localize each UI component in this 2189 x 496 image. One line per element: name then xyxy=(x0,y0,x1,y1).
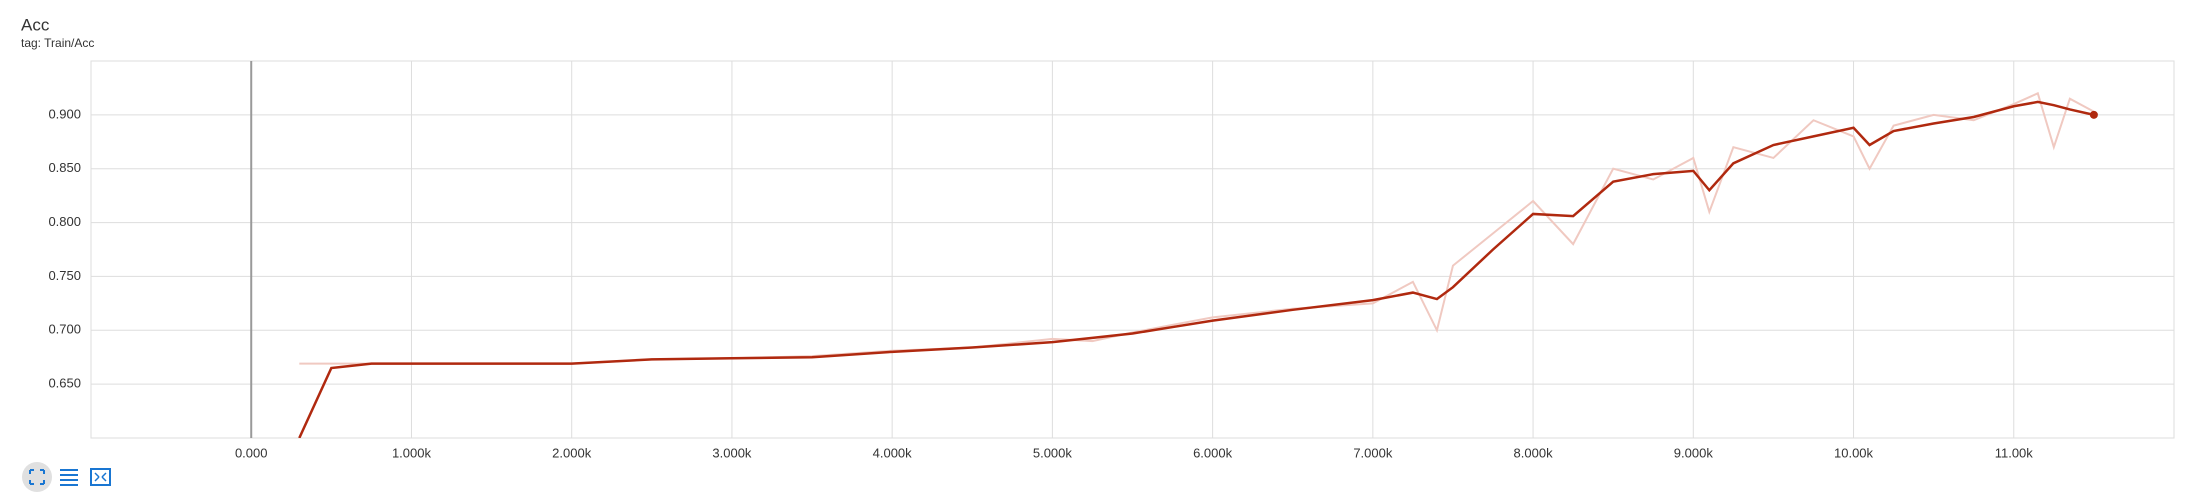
series-line xyxy=(298,100,2095,438)
fit-icon xyxy=(29,469,45,485)
x-tick-label: 9.000k xyxy=(1674,445,1714,460)
y-tick-label: 0.800 xyxy=(48,214,81,229)
expand-icon xyxy=(94,472,107,482)
plot-area xyxy=(91,61,2174,438)
y-tick-label: 0.850 xyxy=(48,160,81,175)
fit-button[interactable] xyxy=(22,462,52,492)
x-tick-label: 7.000k xyxy=(1353,445,1393,460)
plot-frame xyxy=(90,60,2175,439)
toolbar xyxy=(22,462,111,492)
x-tick-label: 5.000k xyxy=(1033,445,1073,460)
y-tick-label: 0.900 xyxy=(48,106,81,121)
chart-subtitle: tag: Train/Acc xyxy=(21,36,94,50)
x-tick-label: 10.00k xyxy=(1834,445,1874,460)
x-tick-label: 4.000k xyxy=(873,445,913,460)
expand-button[interactable] xyxy=(90,468,111,486)
x-tick-label: 3.000k xyxy=(712,445,752,460)
x-tick-label: 11.00k xyxy=(1995,445,2034,460)
y-tick-label: 0.750 xyxy=(48,268,81,283)
end-point xyxy=(2089,110,2098,119)
x-tick-label: 0.000 xyxy=(235,445,268,460)
y-tick-label: 0.650 xyxy=(48,376,81,391)
x-tick-label: 2.000k xyxy=(552,445,592,460)
x-tick-label: 6.000k xyxy=(1193,445,1233,460)
y-tick-label: 0.700 xyxy=(48,322,81,337)
list-button[interactable] xyxy=(60,469,78,486)
x-tick-label: 1.000k xyxy=(392,445,432,460)
chart-title: Acc xyxy=(21,15,50,34)
x-tick-label: 8.000k xyxy=(1514,445,1554,460)
